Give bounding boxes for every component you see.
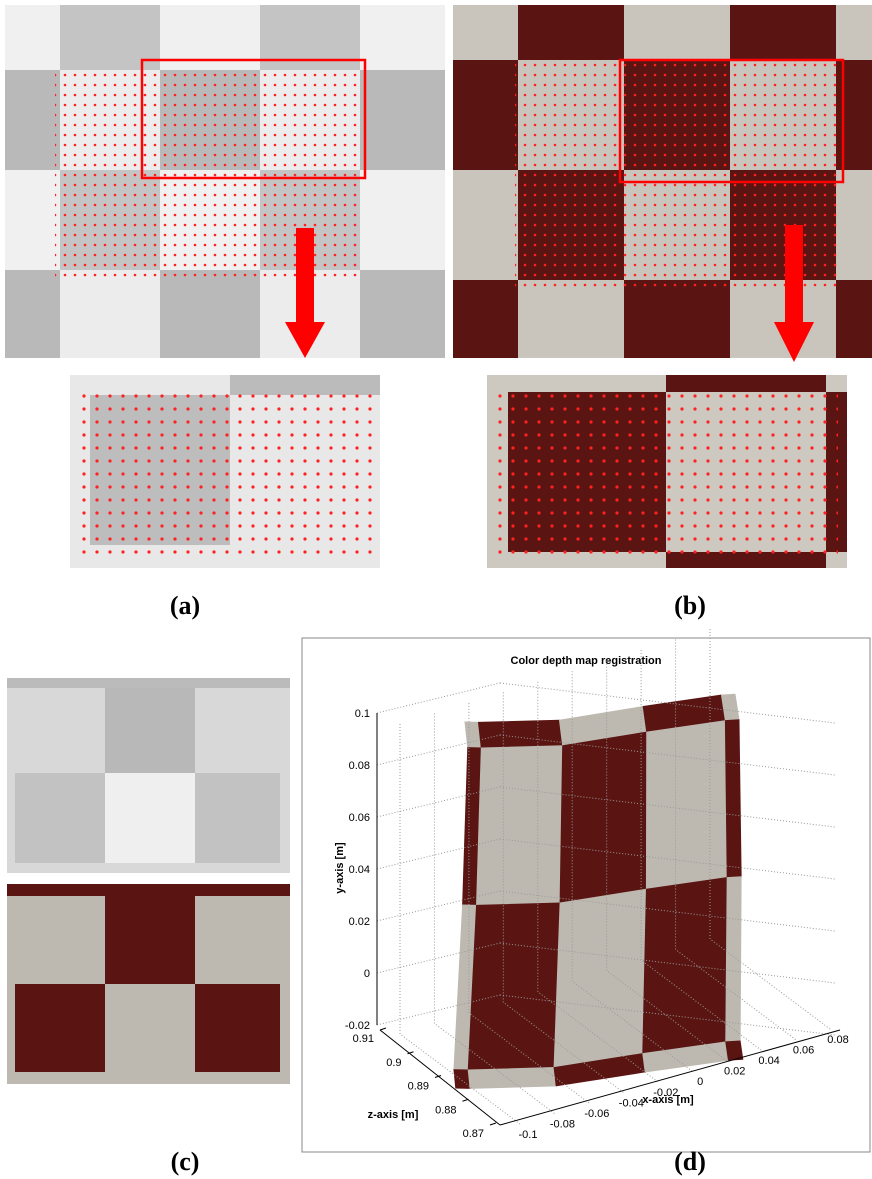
- x-tick-label: -0.04: [619, 1097, 644, 1109]
- corner-points: [55, 68, 360, 278]
- surface-patch: [468, 903, 560, 1070]
- x-tick-label: 0: [697, 1076, 703, 1088]
- y-tick-label: 0.08: [349, 760, 370, 772]
- surface-patch: [646, 721, 727, 890]
- z-tick-label: 0.89: [408, 1081, 429, 1093]
- surface-patch: [468, 1068, 556, 1089]
- y-tick-label: 0.06: [349, 812, 370, 824]
- cell: [15, 773, 105, 863]
- y-tick-label: 0.1: [355, 708, 370, 720]
- surface-patch: [643, 878, 727, 1054]
- surface-patch: [554, 889, 646, 1067]
- cell: [105, 688, 195, 773]
- x-tick-label: -0.02: [653, 1087, 678, 1099]
- surface-patch: [726, 1041, 743, 1060]
- surface-patch: [560, 732, 647, 903]
- x-tick-label: 0.06: [793, 1045, 814, 1057]
- x-tick-label: 0.04: [758, 1055, 779, 1067]
- surface-patch: [477, 746, 563, 906]
- z-tick-label: 0.9: [386, 1057, 401, 1069]
- arrow: [296, 228, 314, 324]
- surface-patch: [479, 720, 563, 748]
- zoom-points: [498, 386, 838, 561]
- zoom-points: [78, 388, 374, 563]
- cell: [15, 984, 105, 1072]
- x-tick-label: -0.06: [584, 1108, 609, 1120]
- y-tick-label: 0.02: [349, 916, 370, 928]
- surface-patch: [726, 877, 741, 1042]
- panel-label: (a): [170, 591, 200, 620]
- cell: [195, 773, 280, 863]
- cell: [105, 773, 195, 863]
- y-tick-label: -0.02: [345, 1020, 370, 1032]
- x-tick-label: 0.08: [827, 1034, 848, 1046]
- x-tick-label: -0.1: [519, 1129, 538, 1141]
- y-tick-label: 0: [364, 968, 370, 980]
- panel-label: (c): [171, 1147, 200, 1176]
- panel-a: (a): [5, 5, 445, 620]
- panel-label: (d): [674, 1147, 706, 1176]
- x-tick-label: 0.02: [724, 1066, 745, 1078]
- z-tick-label: 0.88: [435, 1104, 456, 1116]
- cell: [105, 896, 195, 984]
- surface-patch: [725, 720, 741, 878]
- figure: (a) (b) (c) Color depth map registration…: [0, 0, 872, 1179]
- panel-label: (b): [674, 591, 706, 620]
- panel-d: Color depth map registration y-axis [m] …: [302, 629, 870, 1176]
- z-axis-label: z-axis [m]: [368, 1109, 419, 1121]
- panel-b: (b): [453, 5, 872, 620]
- y-axis-label: y-axis [m]: [334, 842, 346, 894]
- z-tick-label: 0.87: [463, 1128, 484, 1140]
- z-tick-label: 0.91: [353, 1033, 374, 1045]
- cell: [195, 984, 280, 1072]
- image-edge: [7, 678, 290, 688]
- surface-patch: [454, 1070, 470, 1089]
- arrow: [785, 225, 803, 325]
- y-tick-label: 0.04: [349, 864, 370, 876]
- x-tick-label: -0.08: [550, 1118, 575, 1130]
- plot-title: Color depth map registration: [511, 655, 662, 667]
- cell: [7, 884, 290, 896]
- panel-c: (c): [7, 678, 290, 1176]
